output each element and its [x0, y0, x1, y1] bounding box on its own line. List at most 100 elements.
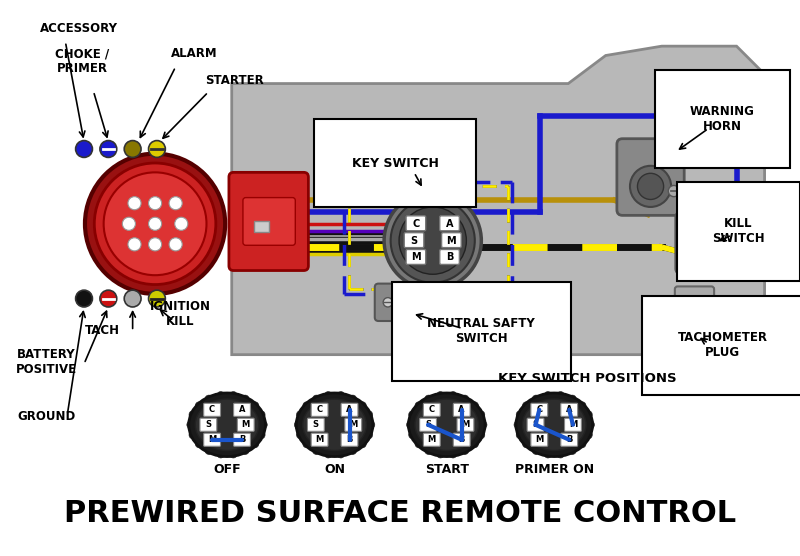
Circle shape: [514, 421, 522, 429]
Text: KILL
SWITCH: KILL SWITCH: [712, 217, 765, 245]
Circle shape: [124, 290, 141, 307]
Text: M: M: [349, 420, 358, 429]
Circle shape: [100, 290, 117, 307]
Circle shape: [425, 447, 432, 454]
FancyBboxPatch shape: [238, 418, 254, 431]
Text: B: B: [458, 435, 465, 444]
Circle shape: [390, 198, 474, 282]
FancyBboxPatch shape: [311, 433, 328, 446]
Text: CHOKE /
PRIMER: CHOKE / PRIMER: [55, 47, 110, 75]
Circle shape: [217, 450, 225, 458]
Circle shape: [169, 197, 182, 210]
FancyBboxPatch shape: [565, 418, 582, 431]
Circle shape: [522, 402, 530, 409]
Text: OFF: OFF: [214, 463, 241, 476]
Text: C: C: [429, 405, 435, 414]
Circle shape: [578, 440, 586, 448]
Text: M: M: [315, 435, 324, 444]
Text: TACH: TACH: [86, 324, 120, 337]
Circle shape: [478, 431, 485, 439]
Circle shape: [398, 297, 407, 307]
Text: STARTER: STARTER: [206, 73, 264, 87]
Circle shape: [367, 421, 374, 429]
FancyBboxPatch shape: [420, 418, 437, 431]
Text: A: A: [238, 405, 246, 414]
Circle shape: [638, 173, 664, 200]
Polygon shape: [232, 46, 765, 355]
Text: START: START: [425, 463, 469, 476]
Circle shape: [297, 411, 304, 418]
FancyBboxPatch shape: [440, 250, 459, 265]
Ellipse shape: [516, 393, 593, 456]
Circle shape: [399, 207, 466, 274]
Circle shape: [516, 411, 524, 418]
Circle shape: [544, 391, 552, 399]
Circle shape: [532, 395, 540, 403]
FancyBboxPatch shape: [307, 418, 324, 431]
FancyBboxPatch shape: [561, 433, 578, 446]
Circle shape: [450, 391, 457, 399]
FancyBboxPatch shape: [454, 433, 470, 446]
Text: ON: ON: [324, 463, 345, 476]
FancyBboxPatch shape: [457, 418, 474, 431]
FancyBboxPatch shape: [345, 418, 362, 431]
Text: PREWIRED SURFACE REMOTE CONTROL: PREWIRED SURFACE REMOTE CONTROL: [64, 499, 736, 528]
Bar: [254, 221, 269, 232]
Circle shape: [258, 431, 265, 439]
Circle shape: [585, 411, 592, 418]
Circle shape: [415, 440, 422, 448]
Circle shape: [668, 186, 679, 197]
Text: C: C: [209, 405, 215, 414]
Circle shape: [522, 440, 530, 448]
Circle shape: [557, 391, 564, 399]
Circle shape: [462, 447, 469, 454]
Text: M: M: [428, 435, 436, 444]
Circle shape: [149, 197, 162, 210]
FancyBboxPatch shape: [234, 403, 250, 416]
Circle shape: [85, 153, 225, 294]
Circle shape: [128, 197, 141, 210]
Text: WARNING
HORN: WARNING HORN: [690, 105, 755, 133]
Circle shape: [124, 141, 141, 157]
Text: M: M: [462, 420, 470, 429]
Circle shape: [450, 450, 457, 458]
Circle shape: [100, 141, 117, 157]
Circle shape: [462, 395, 469, 403]
Text: S: S: [313, 420, 319, 429]
Ellipse shape: [296, 393, 373, 456]
Circle shape: [383, 297, 393, 307]
Text: NEUTRAL SAFTY
SWITCH: NEUTRAL SAFTY SWITCH: [427, 317, 535, 345]
Circle shape: [325, 391, 332, 399]
Circle shape: [557, 450, 564, 458]
Ellipse shape: [302, 399, 366, 450]
Circle shape: [569, 447, 576, 454]
Circle shape: [76, 141, 93, 157]
Circle shape: [242, 447, 249, 454]
Circle shape: [294, 421, 302, 429]
Text: S: S: [425, 420, 431, 429]
Circle shape: [337, 450, 345, 458]
FancyBboxPatch shape: [423, 403, 440, 416]
Ellipse shape: [409, 393, 485, 456]
Text: A: A: [446, 219, 454, 229]
FancyBboxPatch shape: [404, 232, 424, 247]
FancyBboxPatch shape: [676, 212, 722, 274]
Bar: [683, 308, 706, 317]
Text: C: C: [412, 219, 419, 229]
Circle shape: [384, 192, 482, 289]
Text: KEY SWITCH POSITIONS: KEY SWITCH POSITIONS: [498, 371, 676, 385]
Circle shape: [122, 217, 135, 230]
Circle shape: [149, 217, 162, 230]
Text: PRIMER ON: PRIMER ON: [514, 463, 594, 476]
Text: A: A: [566, 405, 573, 414]
Text: M: M: [242, 420, 250, 429]
Circle shape: [205, 395, 213, 403]
Circle shape: [358, 440, 366, 448]
FancyBboxPatch shape: [200, 418, 217, 431]
Circle shape: [437, 391, 444, 399]
Text: ACCESSORY: ACCESSORY: [40, 22, 118, 35]
Circle shape: [189, 431, 197, 439]
Text: M: M: [535, 435, 543, 444]
FancyBboxPatch shape: [311, 403, 328, 416]
Circle shape: [149, 290, 166, 307]
